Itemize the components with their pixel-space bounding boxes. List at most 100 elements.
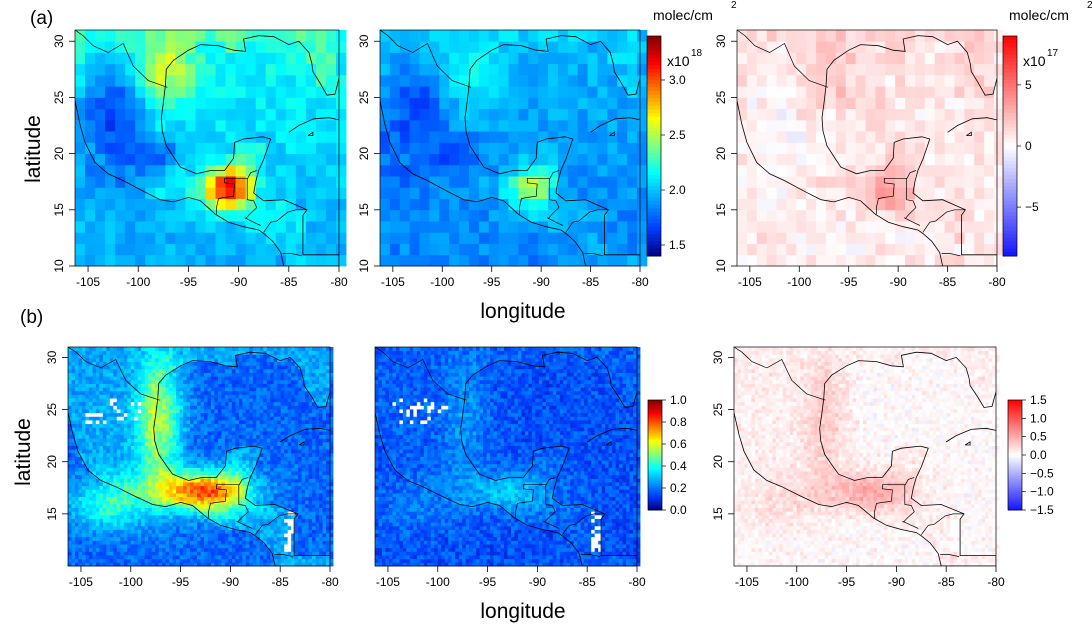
x-tick-label: -85	[272, 575, 290, 589]
x-tick-label: -105	[69, 575, 93, 589]
x-tick-label: -95	[840, 275, 858, 289]
x-tick-label: -80	[321, 575, 339, 589]
x-tick-label: -95	[838, 575, 856, 589]
x-tick-label: -95	[180, 275, 198, 289]
colorbar-exponent-base: x10	[667, 53, 690, 69]
y-tick-label: 15	[711, 507, 725, 521]
x-tick-label: -100	[430, 275, 454, 289]
colorbar-tick-label: 0.4	[670, 459, 687, 473]
x-tick-label: -95	[483, 275, 501, 289]
x-tick-label: -90	[532, 275, 550, 289]
colorbar-tick-label: 0.5	[1030, 430, 1047, 444]
colorbar-tick-label: 1.0	[670, 393, 687, 407]
row-b-label: (b)	[20, 307, 43, 328]
colorbar-tick-label: −1.5	[1030, 503, 1054, 517]
colorbar-tick-label: −1.0	[1030, 485, 1054, 499]
y-tick-label: 20	[711, 455, 725, 469]
y-tick-label: 25	[711, 403, 725, 417]
map-outlines	[380, 30, 640, 266]
colorbar-exponent-base: x10	[1023, 53, 1046, 69]
colorbar-tick-label: 0.2	[670, 481, 687, 495]
x-tick-label: -100	[126, 275, 150, 289]
panel-frame	[67, 346, 331, 567]
colorbar-tick-label: 0	[1025, 139, 1032, 153]
colorbar-b-2: 0.0 0.2 0.4 0.6 0.8 1.0	[647, 393, 687, 517]
heatmap-panel-a-1: -105 -100 -95 -90 -85 -80 10 15 20 25 30	[52, 29, 348, 289]
x-tick-label: -85	[939, 275, 957, 289]
map-outlines	[375, 347, 637, 566]
x-tick-label: -80	[330, 275, 348, 289]
x-tick-label: -80	[628, 575, 646, 589]
row-a-label: (a)	[30, 8, 53, 29]
x-tick-label: -100	[426, 575, 450, 589]
heatmap-panel-b-3: -105 -100 -95 -90 -85 -80 15 20 25 30	[711, 346, 1005, 589]
colorbar-tick-label: 5	[1025, 78, 1032, 92]
y-tick-label: 20	[45, 455, 59, 469]
x-tick-label: -85	[280, 275, 298, 289]
colorbar-unit-label: molec/cm	[1009, 7, 1069, 23]
colorbar-a-3: 5 0 −5 molec/cm 2 x10 17	[1002, 0, 1092, 257]
x-tick-label: -85	[579, 575, 597, 589]
y-tick-label: 30	[45, 350, 59, 364]
colorbar-a-2: 1.5 2.0 2.5 3.0 molec/cm 2 x10 18	[646, 0, 737, 257]
colorbar-unit-superscript: 2	[731, 0, 737, 11]
colorbar-tick-label: 1.5	[1030, 393, 1047, 407]
map-outlines	[737, 30, 997, 266]
heatmap-panel-a-3: -105 -100 -95 -90 -85 -80 10 15 20 25 30	[714, 29, 1006, 289]
y-tick-label: 25	[52, 90, 66, 104]
colorbar-tick-label: 1.5	[669, 238, 686, 252]
y-tick-label: 20	[357, 147, 371, 161]
x-tick-label: -90	[222, 575, 240, 589]
y-tick-label: 20	[52, 147, 66, 161]
panel-frame	[733, 346, 997, 567]
colorbar-tick-label: −0.5	[1030, 466, 1054, 480]
x-tick-label: -80	[631, 275, 649, 289]
x-tick-label: -100	[119, 575, 143, 589]
panel-frame	[736, 29, 998, 267]
y-tick-label: 15	[45, 507, 59, 521]
colorbar-tick-label: 2.5	[669, 128, 686, 142]
colorbar-tick-label: 0.0	[1030, 448, 1047, 462]
colorbar-exponent: 17	[1047, 48, 1059, 59]
y-tick-label: 25	[714, 90, 728, 104]
x-tick-label: -80	[987, 575, 1005, 589]
y-tick-label: 20	[714, 147, 728, 161]
heatmap-panel-b-2: -105 -100 -95 -90 -85 -80	[374, 346, 646, 589]
colorbar-tick-label: 0.8	[670, 415, 687, 429]
y-tick-label: 30	[714, 34, 728, 48]
map-outlines	[68, 347, 330, 566]
x-tick-label: -105	[76, 275, 100, 289]
y-axis-label-b: latitude	[12, 418, 35, 486]
x-tick-label: -105	[738, 275, 762, 289]
map-outlines	[75, 30, 339, 266]
heatmap-panel-a-2: -105 -100 -95 -90 -85 -80 10 15 20 25 30	[357, 29, 649, 289]
colorbar-tick-label: 0.0	[670, 503, 687, 517]
heatmap-panel-b-1: -105 -100 -95 -90 -85 -80 15 20 25 30	[45, 346, 339, 589]
y-tick-label: 30	[52, 34, 66, 48]
colorbar-tick-label: 2.0	[669, 183, 686, 197]
colorbar-tick-label: 0.6	[670, 437, 687, 451]
y-tick-label: 30	[357, 34, 371, 48]
x-tick-label: -85	[582, 275, 600, 289]
x-tick-label: -90	[230, 275, 248, 289]
colorbar-unit-label: molec/cm	[653, 7, 713, 23]
x-tick-label: -95	[479, 575, 497, 589]
x-tick-label: -80	[988, 275, 1006, 289]
y-tick-label: 10	[52, 259, 66, 273]
x-tick-label: -85	[938, 575, 956, 589]
y-tick-label: 15	[52, 203, 66, 217]
y-tick-label: 25	[45, 403, 59, 417]
x-tick-label: -95	[172, 575, 190, 589]
y-tick-label: 10	[714, 259, 728, 273]
x-tick-label: -90	[529, 575, 547, 589]
y-axis-label-a: latitude	[22, 115, 45, 183]
colorbar-tick-label: 1.0	[1030, 411, 1047, 425]
y-tick-label: 25	[357, 90, 371, 104]
x-axis-label-b: longitude	[480, 600, 565, 623]
y-tick-label: 15	[714, 203, 728, 217]
x-tick-label: -100	[787, 275, 811, 289]
map-outlines	[734, 347, 996, 566]
panel-frame	[374, 346, 638, 567]
colorbar-tick-label: −5	[1025, 200, 1039, 214]
